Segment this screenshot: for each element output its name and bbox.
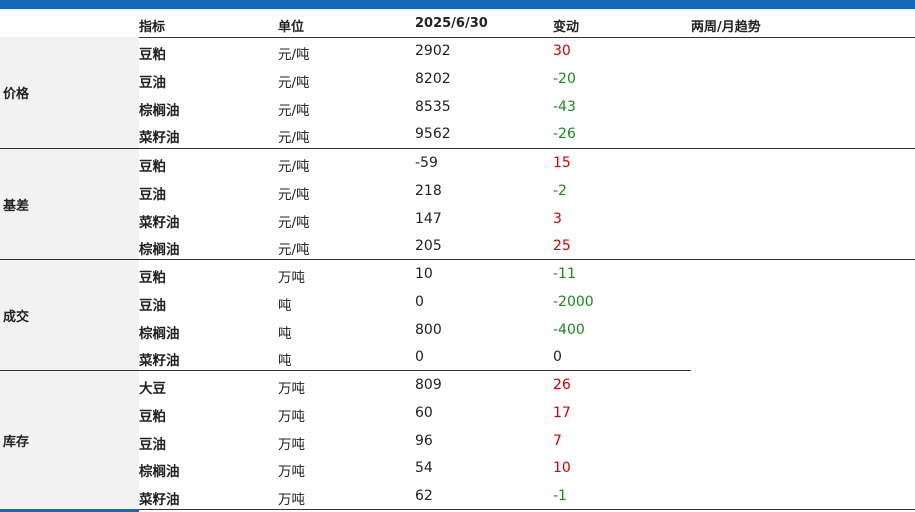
row-name: 菜籽油 xyxy=(139,353,180,370)
header-unit: 单位 xyxy=(278,20,305,35)
row-name: 豆油 xyxy=(139,297,166,314)
row-value: 60 xyxy=(415,404,433,421)
row-name: 棕榈油 xyxy=(139,325,180,342)
row-name: 豆粕 xyxy=(139,159,166,175)
row-change: -11 xyxy=(553,266,576,282)
row-value: 9562 xyxy=(415,126,451,143)
row-value: 205 xyxy=(415,238,442,255)
row-unit: 万吨 xyxy=(278,464,305,481)
row-unit: 万吨 xyxy=(278,492,305,508)
row-value: 8202 xyxy=(415,70,451,87)
header-date: 2025/6/30 xyxy=(415,16,488,31)
section-divider xyxy=(0,148,915,149)
row-change: 10 xyxy=(553,460,571,477)
row-change: 15 xyxy=(553,155,571,171)
row-name: 棕榈油 xyxy=(139,464,180,481)
row-change: 17 xyxy=(553,404,571,421)
table-bottom-border xyxy=(139,509,915,510)
row-name: 菜籽油 xyxy=(139,130,180,147)
row-name: 豆粕 xyxy=(139,270,166,286)
row-unit: 元/吨 xyxy=(278,102,310,119)
row-unit: 元/吨 xyxy=(278,242,310,259)
row-name: 棕榈油 xyxy=(139,102,180,119)
row-change: -2 xyxy=(553,182,567,199)
table-header: 指标 单位 2025/6/30 变动 两周/月趋势 xyxy=(0,9,915,36)
section-label-text: 价格 xyxy=(3,87,30,102)
section-label: 成交 xyxy=(0,260,139,370)
row-unit: 吨 xyxy=(278,353,292,370)
row-value: 2902 xyxy=(415,43,451,59)
row-change: 26 xyxy=(553,377,571,393)
row-unit: 元/吨 xyxy=(278,74,310,91)
row-unit: 吨 xyxy=(278,297,292,314)
row-unit: 万吨 xyxy=(278,381,305,397)
section-divider xyxy=(0,259,915,260)
section-label-text: 库存 xyxy=(3,434,30,450)
row-change: -400 xyxy=(553,321,585,338)
row-unit: 吨 xyxy=(278,325,292,342)
header-indicator: 指标 xyxy=(139,20,166,35)
row-name: 菜籽油 xyxy=(139,214,180,231)
row-name: 豆粕 xyxy=(139,408,166,425)
row-name: 豆油 xyxy=(139,186,166,203)
row-change: -43 xyxy=(553,98,576,115)
row-name: 大豆 xyxy=(139,381,166,397)
row-value: 96 xyxy=(415,432,433,449)
row-value: 147 xyxy=(415,210,442,227)
row-value: 54 xyxy=(415,460,433,477)
header-change: 变动 xyxy=(553,20,580,35)
row-change: 7 xyxy=(553,432,562,449)
row-name: 豆油 xyxy=(139,436,166,453)
row-name: 豆粕 xyxy=(139,47,166,63)
header-trend: 两周/月趋势 xyxy=(691,20,761,35)
section-label-text: 成交 xyxy=(3,309,30,325)
row-value: 218 xyxy=(415,182,442,199)
row-change: 30 xyxy=(553,43,571,59)
section-label: 价格 xyxy=(0,37,139,148)
row-unit: 元/吨 xyxy=(278,159,310,175)
row-value: 62 xyxy=(415,488,433,504)
row-value: 0 xyxy=(415,293,424,310)
section-label: 基差 xyxy=(0,149,139,260)
row-value: 10 xyxy=(415,266,433,282)
row-value: 8535 xyxy=(415,98,451,115)
section-label-text: 基差 xyxy=(3,199,30,214)
row-unit: 元/吨 xyxy=(278,47,310,63)
row-unit: 元/吨 xyxy=(278,186,310,203)
section-divider xyxy=(0,370,691,371)
section-label: 库存 xyxy=(0,371,139,509)
row-unit: 元/吨 xyxy=(278,130,310,147)
section-divider xyxy=(0,37,915,38)
row-change: 25 xyxy=(553,238,571,255)
row-unit: 万吨 xyxy=(278,408,305,425)
row-unit: 万吨 xyxy=(278,270,305,286)
row-change: -2000 xyxy=(553,293,594,310)
row-name: 豆油 xyxy=(139,74,166,91)
row-change: 3 xyxy=(553,210,562,227)
row-unit: 元/吨 xyxy=(278,214,310,231)
top-accent-bar xyxy=(0,0,915,9)
row-value: 0 xyxy=(415,349,424,366)
row-change: -20 xyxy=(553,70,576,87)
bottom-accent-bar xyxy=(0,509,139,512)
row-value: -59 xyxy=(415,155,438,171)
row-change: 0 xyxy=(553,349,562,366)
row-unit: 万吨 xyxy=(278,436,305,453)
row-change: -1 xyxy=(553,488,567,504)
row-value: 800 xyxy=(415,321,442,338)
row-change: -26 xyxy=(553,126,576,143)
row-value: 809 xyxy=(415,377,442,393)
row-name: 棕榈油 xyxy=(139,242,180,259)
row-name: 菜籽油 xyxy=(139,492,180,508)
